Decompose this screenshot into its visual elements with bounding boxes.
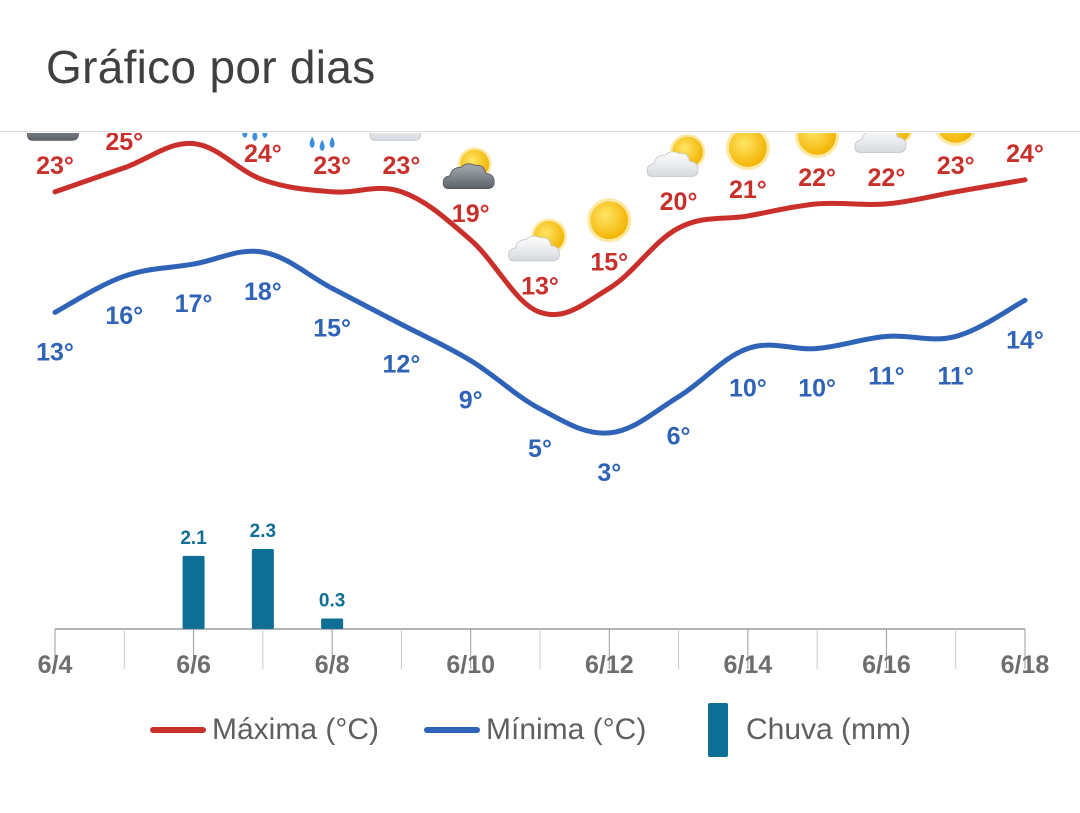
page-title: Gráfico por dias bbox=[46, 41, 376, 93]
sunny-icon bbox=[725, 133, 770, 170]
legend-item-rain[interactable]: Chuva (mm) bbox=[708, 700, 911, 760]
max-temp-label: 21° bbox=[729, 176, 767, 204]
max-temp-label: 15° bbox=[590, 248, 628, 276]
legend-swatch-rain bbox=[708, 703, 728, 757]
x-tick-label: 6/12 bbox=[585, 651, 634, 679]
partly-cloudy-icon bbox=[508, 218, 567, 262]
max-temp-line bbox=[52, 141, 1028, 318]
x-tick-label: 6/4 bbox=[38, 651, 73, 679]
partly-cloudy-dark-icon bbox=[27, 133, 79, 141]
min-temp-label: 18° bbox=[244, 278, 282, 306]
x-tick-label: 6/6 bbox=[176, 651, 211, 679]
sunny-icon bbox=[795, 133, 840, 158]
daily-weather-chart: 6/4 6/6 6/8 6/10 6/12 6/14 6/16 6/18 2.1 2.30.3 … bbox=[27, 133, 1050, 679]
min-temp-label: 10° bbox=[798, 375, 836, 403]
max-temp-label: 20° bbox=[660, 188, 698, 216]
x-tick-label: 6/14 bbox=[724, 651, 773, 679]
max-temp-label: 23° bbox=[383, 152, 421, 180]
sunny-icon bbox=[933, 133, 978, 146]
min-temp-label: 13° bbox=[36, 338, 74, 366]
min-temp-label: 11° bbox=[937, 362, 973, 390]
cloudy-dark-icon bbox=[442, 147, 495, 189]
max-temp-label: 13° bbox=[521, 272, 559, 300]
rain-dark-icon bbox=[242, 133, 268, 142]
x-tick-label: 6/18 bbox=[1001, 651, 1050, 679]
legend-label-min: Mínima (°C) bbox=[486, 713, 647, 746]
min-temp-label: 14° bbox=[1006, 326, 1044, 354]
max-temp-label: 23° bbox=[313, 152, 351, 180]
x-tick-label: 6/8 bbox=[315, 651, 350, 679]
min-temp-label: 10° bbox=[729, 375, 767, 403]
legend-swatch-max bbox=[150, 727, 206, 733]
max-temp-label: 24° bbox=[244, 140, 282, 168]
legend-item-max[interactable]: Máxima (°C) bbox=[150, 700, 379, 760]
legend-swatch-min bbox=[424, 727, 480, 733]
partly-cloudy-icon bbox=[854, 133, 914, 153]
max-temp-label: 25° bbox=[105, 133, 143, 156]
max-temp-label: 24° bbox=[1006, 140, 1044, 168]
header: Gráfico por dias bbox=[0, 0, 1080, 132]
max-temp-label: 23° bbox=[937, 152, 975, 180]
rain-value-label: 2.3 bbox=[250, 521, 276, 542]
x-tick-label: 6/10 bbox=[446, 651, 495, 679]
legend-item-min[interactable]: Mínima (°C) bbox=[424, 700, 646, 760]
chart-legend: Máxima (°C) Mínima (°C) Chuva (mm) bbox=[0, 700, 1080, 770]
x-tick-label: 6/16 bbox=[862, 651, 911, 679]
sun-rain-icon bbox=[309, 136, 335, 152]
rain-bar bbox=[182, 555, 205, 629]
min-temp-label: 6° bbox=[667, 423, 691, 451]
min-temp-label: 16° bbox=[105, 302, 143, 330]
min-temp-label: 3° bbox=[597, 459, 621, 487]
min-temp-label: 15° bbox=[313, 314, 351, 342]
min-temp-label: 11° bbox=[868, 362, 904, 390]
legend-label-rain: Chuva (mm) bbox=[746, 713, 912, 746]
rain-value-label: 0.3 bbox=[319, 591, 345, 612]
sunny-icon bbox=[587, 198, 632, 243]
max-temp-label: 22° bbox=[868, 164, 906, 192]
min-temp-label: 17° bbox=[175, 290, 213, 318]
max-temp-label: 23° bbox=[36, 152, 74, 180]
legend-label-max: Máxima (°C) bbox=[212, 713, 379, 746]
rain-value-label: 2.1 bbox=[180, 528, 207, 549]
max-temp-label: 19° bbox=[452, 200, 490, 228]
rain-bar bbox=[321, 618, 344, 629]
min-temp-label: 9° bbox=[459, 387, 483, 415]
min-temp-label: 12° bbox=[383, 350, 421, 378]
min-temp-label: 5° bbox=[528, 435, 552, 463]
partly-cloudy-icon bbox=[646, 134, 706, 177]
partly-cloudy-icon bbox=[369, 133, 429, 141]
rain-bar bbox=[251, 548, 274, 629]
max-temp-label: 22° bbox=[798, 164, 836, 192]
